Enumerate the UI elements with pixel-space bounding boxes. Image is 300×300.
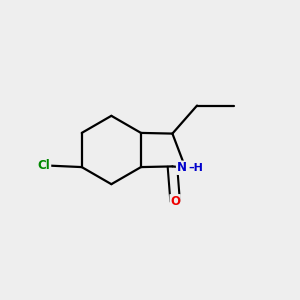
Text: –H: –H [188,163,203,173]
Text: N: N [177,161,187,174]
Text: O: O [170,195,180,208]
Text: Cl: Cl [38,159,50,172]
